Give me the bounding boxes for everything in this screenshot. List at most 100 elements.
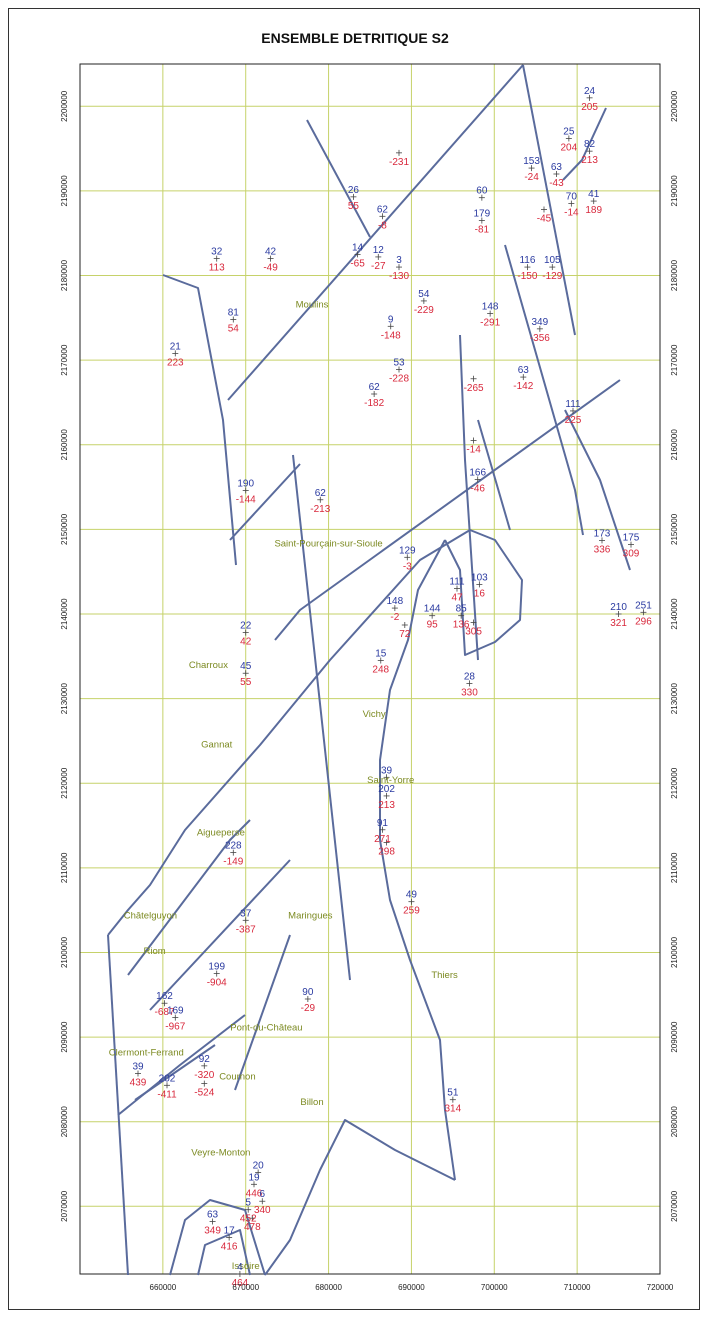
fault-line [379,539,456,1181]
well-marker [487,310,494,317]
well-marker [375,253,382,260]
well-marker [259,1198,266,1205]
well-depth-label: 452 [240,1214,257,1225]
y-tick-label-left: 2150000 [60,513,69,545]
well-elevation-label: 116 [519,255,535,266]
well-elevation-label: 60 [476,186,488,197]
well-elevation-label: 349 [532,317,549,328]
well-depth-label: -904 [207,978,227,989]
well-depth-label: -291 [480,318,500,329]
well-depth-label: 309 [623,549,640,560]
well-elevation-label: 105 [544,255,561,266]
well-marker [379,213,386,220]
well-depth-label: 189 [585,205,602,216]
y-tick-label-left: 2180000 [60,259,69,291]
y-tick-label-right: 2120000 [670,767,679,799]
well-elevation-label: 9 [388,314,394,325]
fault-lines [107,64,631,1276]
y-tick-label-right: 2200000 [670,90,679,122]
well-depth-label: -29 [301,1003,316,1014]
well-depth-label: 113 [209,263,225,274]
y-tick-label-left: 2140000 [60,598,69,630]
well-marker [568,200,575,207]
well-elevation-label: 62 [377,204,389,215]
well-elevation-label: 21 [170,341,182,352]
well-marker [476,581,483,588]
x-axis-ticks: 660000 670000 680000 690000 700000 710000 7200… [150,1283,674,1292]
well-marker [586,94,593,101]
fault-line [274,379,621,641]
well-marker [255,1169,262,1176]
well-elevation-label: 173 [594,528,611,539]
x-tick-label: 680000 [315,1283,342,1292]
well-depth-label: 248 [372,665,389,676]
well-marker [371,391,378,397]
well-depth-label: -49 [263,263,278,274]
y-tick-label-right: 2170000 [670,344,679,376]
well-depth-label: -45 [537,214,552,225]
fault-line [564,409,631,571]
y-tick-label-left: 2070000 [60,1190,69,1222]
well-marker [242,917,249,924]
well-marker [478,217,485,224]
town-label: Saint-Yorre [367,775,414,786]
well-marker [520,374,527,381]
town-labels: Moulins Saint-Pourçain-sur-Sioule Charroux… [109,300,458,1272]
well-depth-label: 321 [610,618,627,629]
well-elevation-label: 49 [406,890,418,901]
well-marker [354,251,361,258]
well-marker [524,264,531,271]
y-tick-label-left: 2090000 [60,1021,69,1053]
town-label: Saint-Pourçain-sur-Sioule [274,538,382,549]
y-tick-label-left: 2160000 [60,429,69,461]
well-elevation-label: 6 [260,1189,266,1200]
well-marker [164,1082,170,1089]
well-depth-label: 330 [461,687,478,698]
well-elevation-label: 90 [302,987,314,998]
well-depth-label: -687 [155,1007,175,1018]
town-label: Clermont-Ferrand [109,1048,184,1059]
y-tick-label-right: 2160000 [670,429,679,461]
well-marker [251,1181,257,1188]
well-elevation-label: 37 [240,908,252,919]
fault-line [197,1229,251,1276]
well-depth-label: -129 [542,271,562,282]
y-tick-label-left: 2120000 [60,767,69,799]
well-marker [230,849,237,856]
well-marker [201,1080,208,1087]
well-marker [379,826,386,833]
town-label: Châtelguyon [124,911,177,922]
well-depth-label: -130 [389,271,409,282]
well-marker [242,629,249,636]
fault-line [562,107,607,181]
well-depth-label: 55 [348,201,360,212]
well-elevation-label: 210 [610,602,627,613]
well-marker [565,135,572,142]
y-tick-label-right: 2140000 [670,598,679,630]
well-elevation-label: 12 [373,245,385,256]
well-depth-label: 213 [378,800,395,811]
well-depth-label: -320 [194,1070,214,1081]
well-elevation-label: 85 [456,604,468,615]
y-tick-label-right: 2100000 [670,936,679,968]
well-depth-label: 136 [453,620,470,631]
well-elevation-label: 17 [224,1226,236,1237]
y-tick-label-right: 2150000 [670,513,679,545]
town-label: Charroux [189,660,228,671]
well-depth-label: -148 [381,330,401,341]
well-depth-label: -387 [236,924,256,935]
well-depth-label: 296 [635,616,652,627]
well-elevation-label: 28 [464,671,476,682]
well-elevation-label: 91 [377,818,389,829]
well-depth-label: -411 [157,1089,177,1100]
well-marker [528,165,535,172]
fault-line [477,419,511,531]
well-elevation-label: 169 [167,1006,184,1017]
well-markers [135,94,647,1277]
well-elevation-label: 82 [584,139,596,150]
well-marker [408,898,415,905]
well-depth-label: 336 [594,544,611,555]
well-elevation-label: 15 [375,649,387,660]
well-marker [570,407,576,414]
